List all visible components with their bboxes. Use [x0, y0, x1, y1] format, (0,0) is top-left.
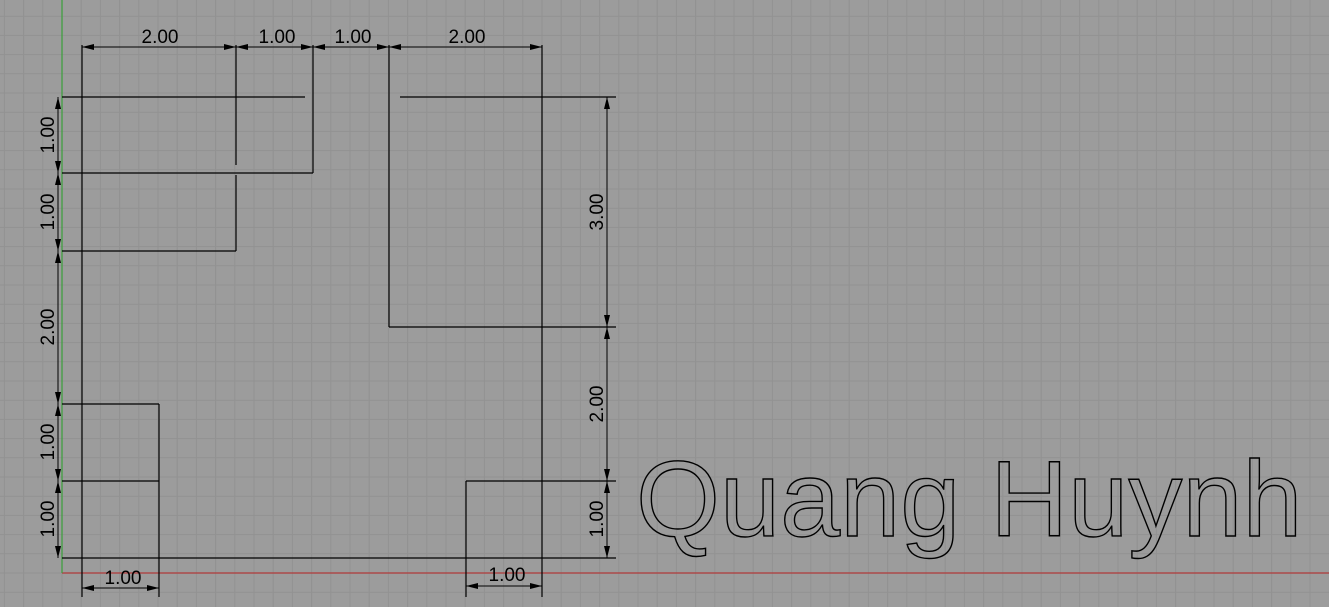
- left-dimension-chain: 1.00 1.00 2.00 1.00 1.00: [38, 97, 61, 558]
- dim-top-2: 1.00: [259, 27, 296, 48]
- dim-right-1: 3.00: [587, 194, 608, 231]
- floor-plan-geometry: [62, 45, 616, 597]
- dim-right-2: 2.00: [587, 386, 608, 423]
- dim-left-4: 1.00: [38, 424, 59, 461]
- dim-bottom-1: 1.00: [105, 568, 142, 589]
- outlined-name-text: Quang Huynh: [636, 438, 1302, 559]
- dim-left-1: 1.00: [38, 117, 59, 154]
- bottom-dimensions: 1.00 1.00: [82, 565, 542, 591]
- top-dimension-chain: 2.00 1.00 1.00 2.00: [82, 27, 542, 50]
- dim-right-3: 1.00: [587, 501, 608, 538]
- dim-left-2: 1.00: [38, 194, 59, 231]
- right-dimension-chain: 3.00 2.00 1.00: [587, 97, 610, 558]
- dim-bottom-2: 1.00: [489, 565, 526, 586]
- dim-top-1: 2.00: [142, 27, 179, 48]
- dim-top-4: 2.00: [449, 27, 486, 48]
- dim-left-5: 1.00: [38, 501, 59, 538]
- dim-top-3: 1.00: [335, 27, 372, 48]
- dim-left-3: 2.00: [38, 309, 59, 346]
